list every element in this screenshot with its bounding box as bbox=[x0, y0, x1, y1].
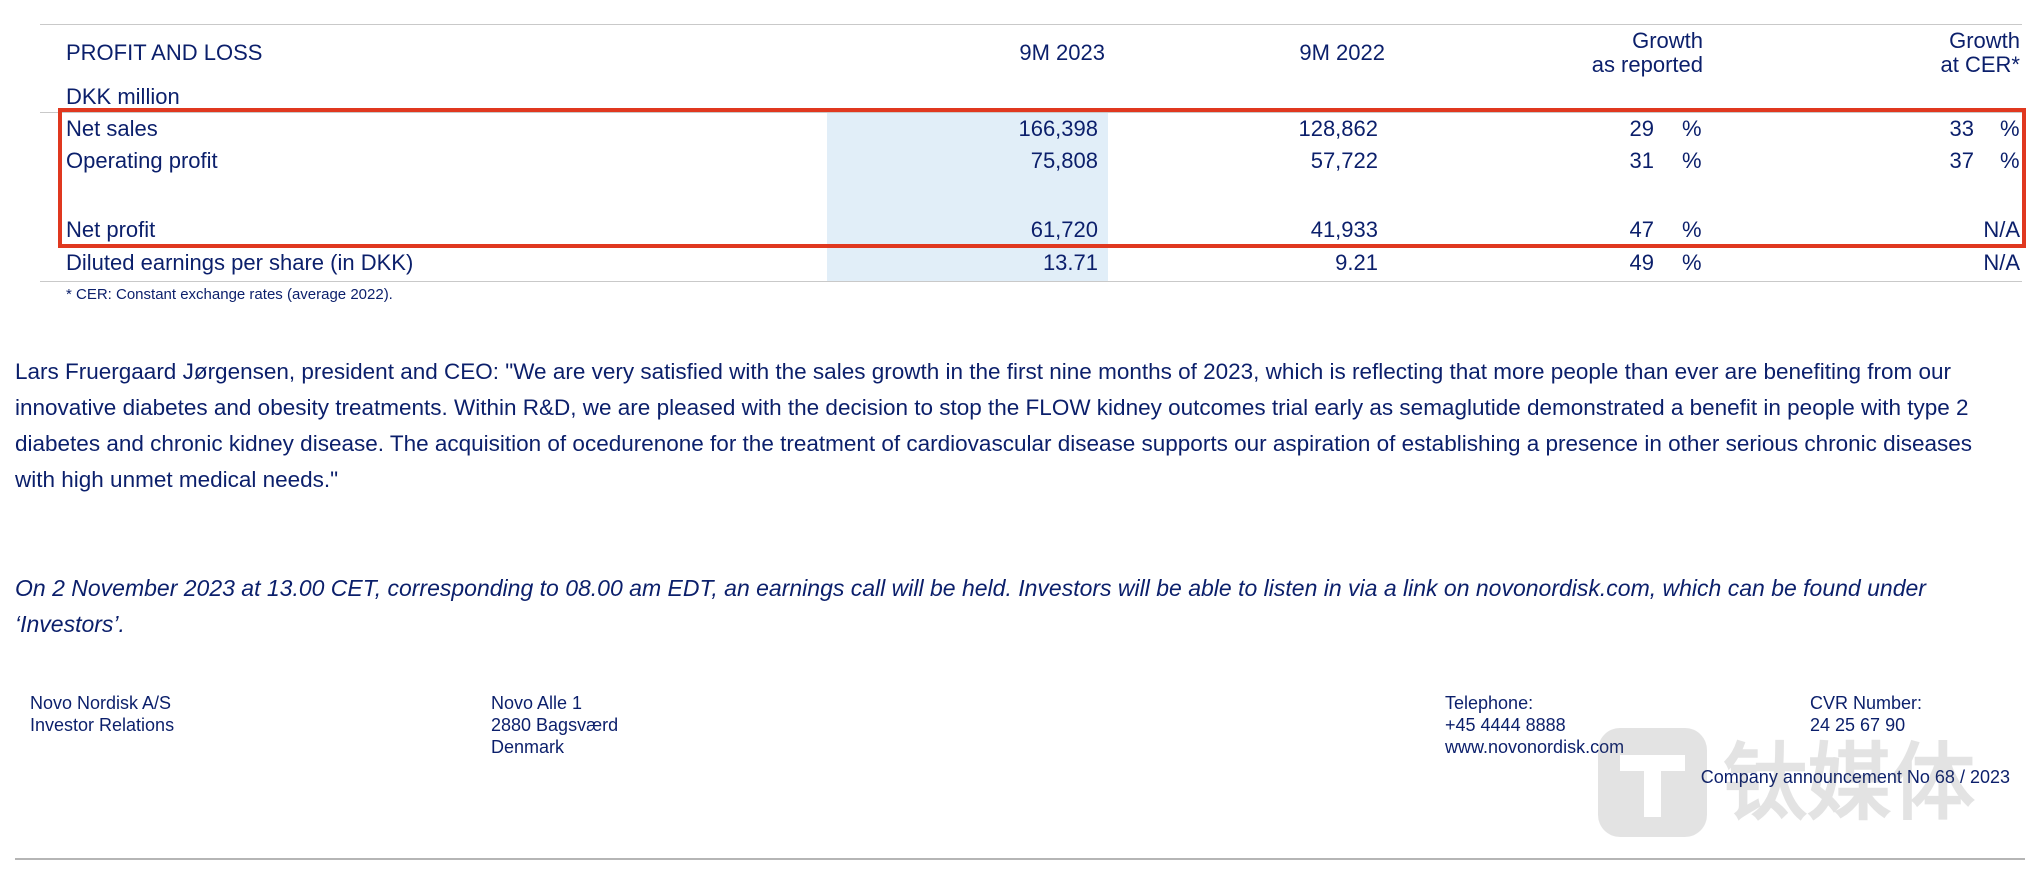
row-value-2022: 9.21 bbox=[1335, 250, 1378, 275]
row-cer: 33 bbox=[1949, 116, 1974, 141]
footer-country: Denmark bbox=[491, 737, 565, 757]
row-label: Diluted earnings per share (in DKK) bbox=[66, 250, 414, 275]
header-growth-cer-2: at CER* bbox=[1940, 52, 2020, 77]
page-bottom-rule bbox=[15, 858, 2025, 860]
ceo-quote: Lars Fruergaard Jørgensen, president and… bbox=[15, 359, 1972, 492]
header-bottom-rule bbox=[40, 112, 2022, 113]
table-unit: DKK million bbox=[66, 84, 180, 109]
row-value-2022: 41,933 bbox=[1310, 217, 1378, 242]
row-growth: 29 bbox=[1629, 116, 1654, 141]
row-cer: N/A bbox=[1983, 217, 2020, 242]
table-bottom-rule bbox=[40, 281, 2022, 282]
footer-telephone-label: Telephone: bbox=[1445, 693, 1534, 713]
row-growth-pct: % bbox=[1682, 250, 1702, 275]
row-label: Operating profit bbox=[66, 148, 218, 173]
current-period-highlight bbox=[827, 113, 1108, 281]
row-growth-pct: % bbox=[1682, 148, 1702, 173]
row-cer: N/A bbox=[1983, 250, 2020, 275]
watermark-text: 钛媒体 bbox=[1723, 734, 1976, 832]
header-9m-2022: 9M 2022 bbox=[1299, 40, 1385, 65]
row-value-2022: 128,862 bbox=[1298, 116, 1378, 141]
highlight-box bbox=[58, 108, 2026, 248]
footer-street: Novo Alle 1 bbox=[491, 693, 583, 713]
row-growth: 47 bbox=[1629, 217, 1654, 242]
table-title: PROFIT AND LOSS bbox=[66, 40, 263, 65]
row-label: Net sales bbox=[66, 116, 158, 141]
footer-telephone: +45 4444 8888 bbox=[1445, 715, 1566, 735]
row-cer-pct: % bbox=[2000, 116, 2020, 141]
footer-department: Investor Relations bbox=[30, 715, 175, 735]
earnings-call-notice: On 2 November 2023 at 13.00 CET, corresp… bbox=[15, 575, 1926, 637]
row-value-2023: 75,808 bbox=[1030, 148, 1098, 173]
row-growth-pct: % bbox=[1682, 116, 1702, 141]
header-9m-2023: 9M 2023 bbox=[1019, 40, 1105, 65]
row-cer-pct: % bbox=[2000, 148, 2020, 173]
row-value-2023: 61,720 bbox=[1030, 217, 1098, 242]
row-cer: 37 bbox=[1949, 148, 1974, 173]
row-value-2023: 13.71 bbox=[1042, 250, 1098, 275]
footer-website: www.novonordisk.com bbox=[1445, 737, 1625, 757]
footer-postal: 2880 Bagsværd bbox=[491, 715, 619, 735]
footer-company-name: Novo Nordisk A/S bbox=[30, 693, 172, 713]
row-value-2023: 166,398 bbox=[1018, 116, 1098, 141]
footer-announcement: Company announcement No 68 / 2023 bbox=[1700, 767, 2010, 787]
watermark: 钛媒体 bbox=[1595, 725, 2015, 840]
footer-cvr-label: CVR Number: bbox=[1810, 693, 1923, 713]
t-logo-icon bbox=[1598, 728, 1707, 837]
row-growth: 31 bbox=[1629, 148, 1654, 173]
row-growth: 49 bbox=[1629, 250, 1654, 275]
header-growth-cer-1: Growth bbox=[1949, 28, 2020, 53]
footer-cvr-number: 24 25 67 90 bbox=[1810, 715, 1906, 735]
row-value-2022: 57,722 bbox=[1310, 148, 1378, 173]
table-top-rule bbox=[40, 24, 2022, 25]
header-growth-reported-1: Growth bbox=[1632, 28, 1703, 53]
table-footnote: * CER: Constant exchange rates (average … bbox=[66, 286, 393, 303]
row-growth-pct: % bbox=[1682, 217, 1702, 242]
header-growth-reported-2: as reported bbox=[1591, 52, 1703, 77]
row-label: Net profit bbox=[66, 217, 156, 242]
